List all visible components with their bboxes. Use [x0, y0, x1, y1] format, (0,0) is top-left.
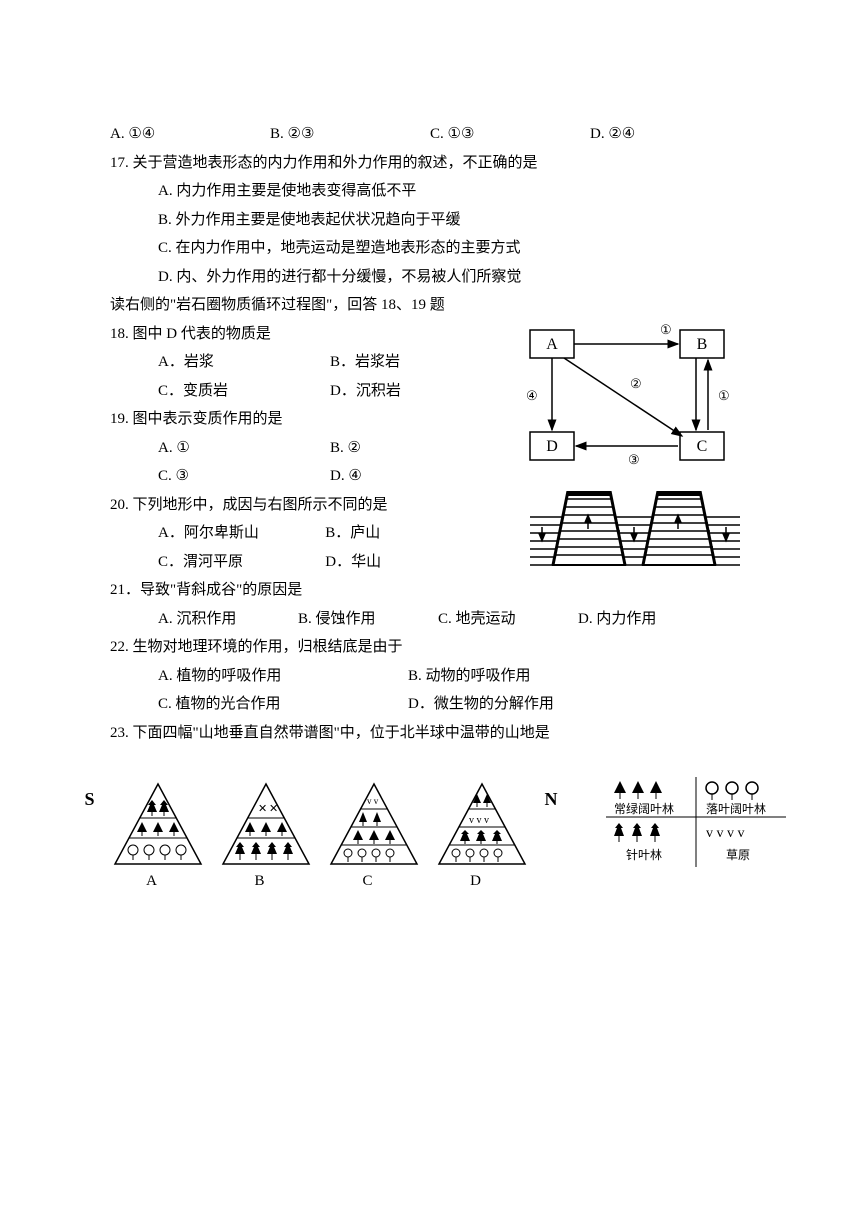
q23-figure: S [110, 777, 760, 896]
q18-opts-row2: C．变质岩 D．沉积岩 [110, 377, 502, 406]
svg-text:✕: ✕ [258, 803, 267, 815]
q16-options: A. ①④ B. ②③ C. ①③ D. ②④ [110, 120, 760, 149]
q20-b: B．庐山 [325, 519, 522, 548]
tri-label-d: D [431, 867, 521, 896]
q19-c: C. ③ [158, 462, 330, 491]
svg-text:v v: v v [367, 796, 379, 806]
q20-opts-row2: C．渭河平原 D．华山 [110, 548, 522, 577]
q17-a: A. 内力作用主要是使地表变得高低不平 [110, 177, 760, 206]
svg-text:①: ① [660, 322, 672, 337]
q22-c: C. 植物的光合作用 [158, 690, 408, 719]
q21-options: A. 沉积作用 B. 侵蚀作用 C. 地壳运动 D. 内力作用 [110, 605, 760, 634]
intro-18-19: 读右侧的"岩石圈物质循环过程图"，回答 18、19 题 [110, 291, 760, 320]
q22-b: B. 动物的呼吸作用 [408, 662, 608, 691]
q22-opts-row2: C. 植物的光合作用 D．微生物的分解作用 [110, 690, 760, 719]
q20-c: C．渭河平原 [158, 548, 325, 577]
q21-a: A. 沉积作用 [158, 605, 298, 634]
opt-c: C. ①③ [430, 120, 590, 149]
legend-deciduous: 落叶阔叶林 [706, 802, 766, 816]
q22-a: A. 植物的呼吸作用 [158, 662, 408, 691]
svg-text:v v v: v v v [469, 815, 489, 826]
q22-stem: 22. 生物对地理环境的作用，归根结底是由于 [110, 633, 760, 662]
node-b: B [697, 336, 708, 353]
q23-stem: 23. 下面四幅"山地垂直自然带谱图"中，位于北半球中温带的山地是 [110, 719, 760, 748]
legend-conifer: 针叶林 [626, 847, 662, 862]
opt-d: D. ②④ [590, 120, 750, 149]
triangle-b: ✕ ✕ [221, 782, 311, 867]
q17-b: B. 外力作用主要是使地表起伏状况趋向于平缓 [110, 206, 760, 235]
svg-text:✕: ✕ [269, 803, 278, 815]
q21-d: D. 内力作用 [578, 605, 738, 634]
opt-a: A. ①④ [110, 120, 270, 149]
q19-b: B. ② [330, 434, 502, 463]
grass-icon: v v v v [706, 826, 745, 841]
q22-opts-row1: A. 植物的呼吸作用 B. 动物的呼吸作用 [110, 662, 760, 691]
q18-d: D．沉积岩 [330, 377, 502, 406]
q21-stem: 21．导致"背斜成谷"的原因是 [110, 576, 760, 605]
q19-a: A. ① [158, 434, 330, 463]
q18-opts-row1: A．岩浆 B．岩浆岩 [110, 348, 502, 377]
node-c: C [697, 438, 708, 455]
s-label: S [85, 777, 95, 816]
svg-text:③: ③ [628, 452, 640, 467]
q19-opts-row2: C. ③ D. ④ [110, 462, 502, 491]
legend: 常绿阔叶林 落叶阔叶林 针叶林 v v v v 草原 [606, 777, 786, 867]
q19-d: D. ④ [330, 462, 502, 491]
q20-opts-row1: A．阿尔卑斯山 B．庐山 [110, 519, 522, 548]
rock-cycle-diagram: A B C D ① ② ① ④ ③ [510, 320, 740, 470]
q17-d: D. 内、外力作用的进行都十分缓慢，不易被人们所察觉 [110, 263, 760, 292]
q17-stem: 17. 关于营造地表形态的内力作用和外力作用的叙述，不正确的是 [110, 149, 760, 178]
triangle-d: v v v [437, 782, 527, 867]
tri-label-a: A [107, 867, 197, 896]
fault-block-diagram [530, 491, 740, 571]
node-a: A [546, 336, 558, 353]
q20-a: A．阿尔卑斯山 [158, 519, 325, 548]
q18-a: A．岩浆 [158, 348, 330, 377]
tri-label-c: C [323, 867, 413, 896]
q18-b: B．岩浆岩 [330, 348, 502, 377]
opt-b: B. ②③ [270, 120, 430, 149]
q18-c: C．变质岩 [158, 377, 330, 406]
q21-c: C. 地壳运动 [438, 605, 578, 634]
legend-grass: 草原 [726, 848, 750, 862]
tri-label-b: B [215, 867, 305, 896]
q20-d: D．华山 [325, 548, 522, 577]
q19-opts-row1: A. ① B. ② [110, 434, 502, 463]
triangle-a [113, 782, 203, 867]
svg-text:①: ① [718, 388, 730, 403]
legend-evergreen: 常绿阔叶林 [614, 801, 674, 816]
q21-b: B. 侵蚀作用 [298, 605, 438, 634]
node-d: D [546, 438, 558, 455]
n-label: N [545, 777, 568, 816]
svg-text:④: ④ [526, 388, 538, 403]
q22-d: D．微生物的分解作用 [408, 690, 608, 719]
triangle-c: v v [329, 782, 419, 867]
q17-c: C. 在内力作用中，地壳运动是塑造地表形态的主要方式 [110, 234, 760, 263]
svg-text:②: ② [630, 376, 642, 391]
